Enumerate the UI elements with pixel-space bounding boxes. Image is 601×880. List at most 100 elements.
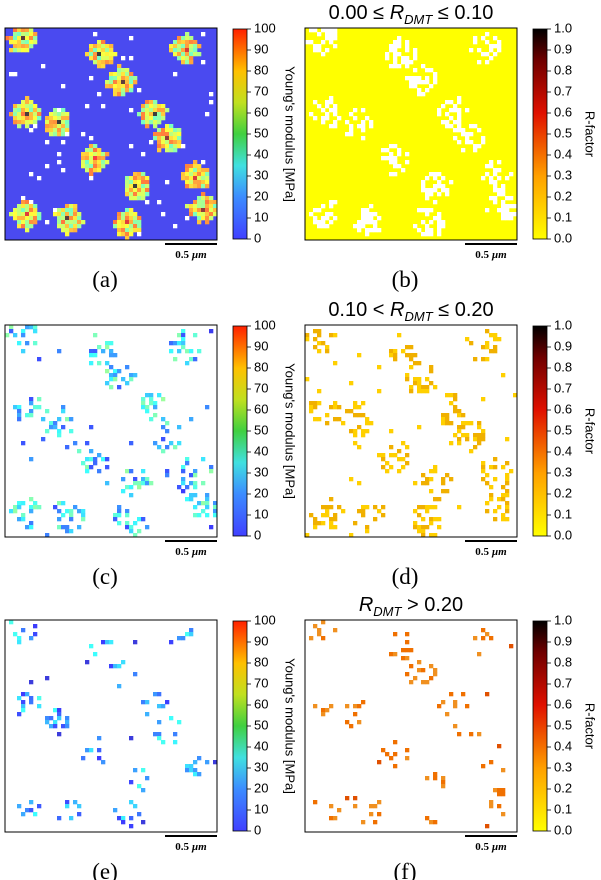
title-subscript: DMT <box>404 12 433 27</box>
map-cell <box>121 477 126 482</box>
map-cell <box>441 176 446 181</box>
map-cell <box>145 112 150 117</box>
map-cell <box>117 80 122 85</box>
map-cell <box>165 128 170 133</box>
map-cell <box>425 816 430 821</box>
map-cell <box>405 160 410 165</box>
map-cell <box>125 212 130 217</box>
panel-title: RDMT > 0.20 <box>359 594 463 619</box>
map-cell <box>29 36 34 41</box>
map-cell <box>393 632 398 637</box>
map-cell <box>13 509 18 514</box>
map-cell <box>121 820 126 825</box>
map-cell <box>77 509 82 514</box>
map-cell <box>397 457 402 462</box>
map-cell <box>101 349 106 354</box>
map-cell <box>105 481 110 486</box>
map-cell <box>25 220 30 225</box>
map-cell <box>185 184 190 189</box>
title-variable: R <box>390 299 404 321</box>
map-cell <box>113 664 118 669</box>
map-cell <box>193 204 198 209</box>
map-cell <box>205 208 210 213</box>
map-cell <box>317 521 322 526</box>
map-cell <box>361 700 366 705</box>
map-cell <box>157 720 162 725</box>
map-cell <box>477 732 482 737</box>
map-cell <box>113 220 118 225</box>
map-cell <box>21 329 26 334</box>
map-cell <box>93 32 98 37</box>
map-cell <box>353 521 358 526</box>
map-cell <box>465 337 470 342</box>
map-cell <box>177 720 182 725</box>
map-cell <box>493 44 498 49</box>
map-cell <box>185 176 190 181</box>
map-cell <box>173 740 178 745</box>
map-cell <box>173 140 178 145</box>
map-cell <box>209 92 214 97</box>
map-cell <box>441 220 446 225</box>
map-cell <box>145 525 150 530</box>
map-cell <box>361 136 366 141</box>
map-cell <box>393 652 398 657</box>
map-cell <box>153 124 158 129</box>
panel-title: 0.10 < RDMT ≤ 0.20 <box>328 299 493 324</box>
map-cell <box>89 172 94 177</box>
map-cell <box>141 104 146 109</box>
map-cell <box>493 200 498 205</box>
map-cell <box>161 140 166 145</box>
map-cell <box>185 216 190 221</box>
map-cell <box>29 413 34 418</box>
map-cell <box>5 36 10 41</box>
map-cell <box>29 112 34 117</box>
map-cell <box>53 708 58 713</box>
map-cell <box>505 204 510 209</box>
map-cell <box>345 132 350 137</box>
map-cell <box>485 692 490 697</box>
map-cell <box>25 96 30 101</box>
map-cell <box>453 120 458 125</box>
map-cell <box>85 469 90 474</box>
colorbar-tick-label: 0.3 <box>554 167 572 182</box>
map-cell <box>57 708 62 713</box>
map-cell <box>97 168 102 173</box>
map-cell <box>433 176 438 181</box>
map-cell <box>161 449 166 454</box>
map-cell <box>121 212 126 217</box>
map-cell <box>201 204 206 209</box>
map-cell <box>365 421 370 426</box>
map-cell <box>153 108 158 113</box>
map-cell <box>141 401 146 406</box>
map-cell <box>21 120 26 125</box>
map-cell <box>445 124 450 129</box>
map-cell <box>177 128 182 133</box>
map-cell <box>137 224 142 229</box>
map-cell <box>453 128 458 133</box>
map-cell <box>409 357 414 362</box>
map-cell <box>177 36 182 41</box>
map-cell <box>205 212 210 217</box>
map-cell <box>453 104 458 109</box>
map-cell <box>169 128 174 133</box>
map-cell <box>101 457 106 462</box>
map-cell <box>413 353 418 358</box>
map-cell <box>85 104 90 109</box>
map-cell <box>205 216 210 221</box>
map-cell <box>317 628 322 633</box>
map-cell <box>309 513 314 518</box>
map-cell <box>501 188 506 193</box>
map-cell <box>389 465 394 470</box>
map-cell <box>493 465 498 470</box>
map-background <box>5 620 217 832</box>
map-cell <box>449 116 454 121</box>
map-cell <box>413 80 418 85</box>
map-cell <box>105 56 110 61</box>
map-cell <box>145 124 150 129</box>
map-cell <box>125 513 130 518</box>
map-cell <box>29 800 34 805</box>
map-cell <box>49 421 54 426</box>
map-cell <box>313 208 318 213</box>
map-cell <box>149 140 154 145</box>
panel: 0.00 ≤ RDMT ≤ 0.10(b)0.5 μm0.00.10.20.30.… <box>304 2 598 292</box>
